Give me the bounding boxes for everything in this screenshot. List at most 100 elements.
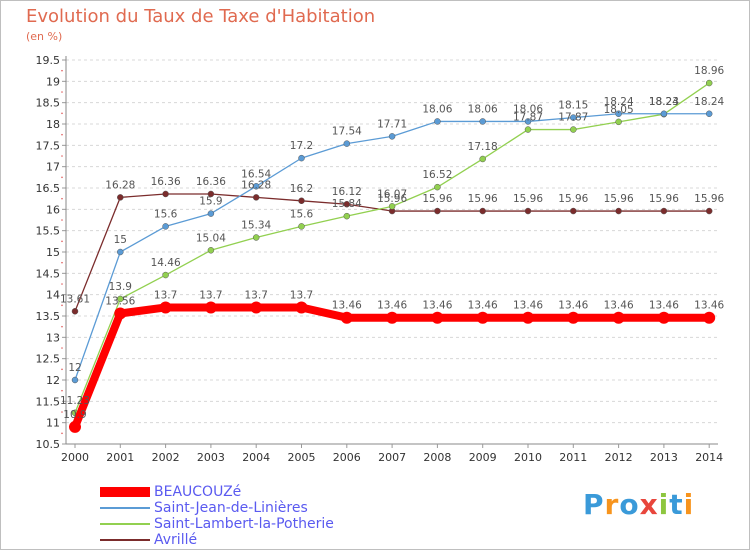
data-label: 13.46 xyxy=(513,300,543,312)
data-point xyxy=(567,311,580,324)
data-label: 18.05 xyxy=(604,104,634,116)
y-tick-label: 14.5 xyxy=(36,267,61,280)
y-tick-label: 13.5 xyxy=(36,310,61,323)
data-point xyxy=(434,207,441,215)
y-minor-tick xyxy=(61,283,63,285)
data-point xyxy=(114,307,127,320)
data-label: 13.46 xyxy=(377,300,407,312)
x-tick-label: 2012 xyxy=(605,451,633,464)
data-label: 15.96 xyxy=(422,193,452,205)
data-label: 18.24 xyxy=(649,96,679,108)
data-point xyxy=(476,311,489,324)
data-point xyxy=(162,271,169,279)
data-label: 16.36 xyxy=(196,176,226,188)
y-minor-tick xyxy=(61,197,63,200)
chart-unit-label: (en %) xyxy=(26,30,63,43)
data-point xyxy=(71,308,79,315)
data-point xyxy=(295,301,308,314)
data-label: 17.2 xyxy=(290,140,313,152)
data-label: 15.04 xyxy=(196,232,226,244)
x-tick-label: 2005 xyxy=(288,451,316,464)
data-point xyxy=(479,155,486,163)
data-point xyxy=(524,118,532,125)
data-label: 13.61 xyxy=(60,293,90,305)
y-minor-tick xyxy=(61,155,63,157)
data-label: 17.87 xyxy=(558,112,588,124)
y-minor-tick xyxy=(61,240,63,243)
data-label: 16.07 xyxy=(377,188,407,200)
series-line xyxy=(71,303,710,429)
data-point xyxy=(159,301,172,314)
y-minor-tick xyxy=(61,133,63,136)
y-tick-label: 16.5 xyxy=(36,182,61,195)
data-label: 16.36 xyxy=(151,176,181,188)
data-point xyxy=(207,190,215,198)
data-label: 13.46 xyxy=(422,300,452,312)
legend-label: BEAUCOUZé xyxy=(154,484,242,500)
data-point xyxy=(660,207,668,215)
data-label: 17.87 xyxy=(513,112,543,124)
data-point xyxy=(570,126,577,133)
data-point xyxy=(431,311,444,324)
legend-item-saint-jean-de-linieres: Saint-Jean-de-Linières xyxy=(100,500,360,516)
data-point xyxy=(615,207,622,215)
y-tick-label: 16 xyxy=(46,203,60,216)
data-point xyxy=(252,234,260,241)
data-point xyxy=(252,183,260,190)
data-point xyxy=(117,194,124,201)
logo-letter: o xyxy=(619,488,640,521)
data-label: 15.34 xyxy=(241,219,271,231)
legend-label: Saint-Jean-de-Linières xyxy=(154,500,308,516)
data-label: 13.7 xyxy=(245,289,268,301)
data-label: 15.96 xyxy=(377,193,407,205)
y-tick-label: 19 xyxy=(46,75,60,88)
y-minor-tick xyxy=(61,69,63,72)
data-point xyxy=(660,110,668,118)
data-point xyxy=(298,223,305,230)
x-tick-label: 2013 xyxy=(650,451,678,464)
logo-letter: i xyxy=(683,488,695,521)
y-tick-label: 13 xyxy=(46,331,60,344)
data-point xyxy=(612,311,625,324)
y-minor-tick xyxy=(61,432,63,435)
data-point xyxy=(524,207,532,215)
data-label: 15.96 xyxy=(649,193,679,205)
data-label: 13.46 xyxy=(649,300,679,312)
data-label: 15.96 xyxy=(694,193,724,205)
data-point xyxy=(388,133,396,140)
x-tick-label: 2010 xyxy=(514,451,542,464)
x-tick-label: 2001 xyxy=(106,451,134,464)
logo-letter: x xyxy=(639,488,659,521)
data-label: 13.9 xyxy=(109,281,132,293)
data-label: 15.9 xyxy=(199,196,222,208)
axes: 10.5 11 11.5 12 12.5 13 13.5 14 14.5 15 15.5 16 16.5… xyxy=(36,54,724,464)
data-point xyxy=(204,301,217,314)
y-minor-tick xyxy=(61,411,63,413)
data-labels: 10.9 13.56 13.7 13.7 13.7 13.7 13.46 13.46 13.46… xyxy=(60,65,725,421)
data-label: 15.96 xyxy=(513,193,543,205)
data-point xyxy=(479,207,486,215)
data-label: 13.46 xyxy=(468,300,498,312)
series-line xyxy=(74,82,710,414)
y-tick-label: 18 xyxy=(46,118,60,131)
data-point xyxy=(343,200,351,208)
x-tick-label: 2006 xyxy=(333,451,361,464)
data-point xyxy=(703,311,716,324)
data-point xyxy=(705,79,713,87)
y-minor-tick xyxy=(61,304,63,307)
y-tick-label: 12.5 xyxy=(36,353,61,366)
proxiti-logo: Proxiti xyxy=(583,488,694,521)
data-point xyxy=(388,203,396,210)
x-tick-label: 2007 xyxy=(378,451,406,464)
data-label: 13.56 xyxy=(105,295,135,307)
data-label: 15.84 xyxy=(332,198,362,210)
data-point xyxy=(252,194,260,201)
legend-swatch-avrille xyxy=(100,539,150,541)
data-label: 18.96 xyxy=(694,65,724,77)
data-label: 13.46 xyxy=(558,300,588,312)
y-minor-tick xyxy=(61,91,63,93)
logo-letter: i xyxy=(658,488,670,521)
data-point xyxy=(570,114,577,121)
